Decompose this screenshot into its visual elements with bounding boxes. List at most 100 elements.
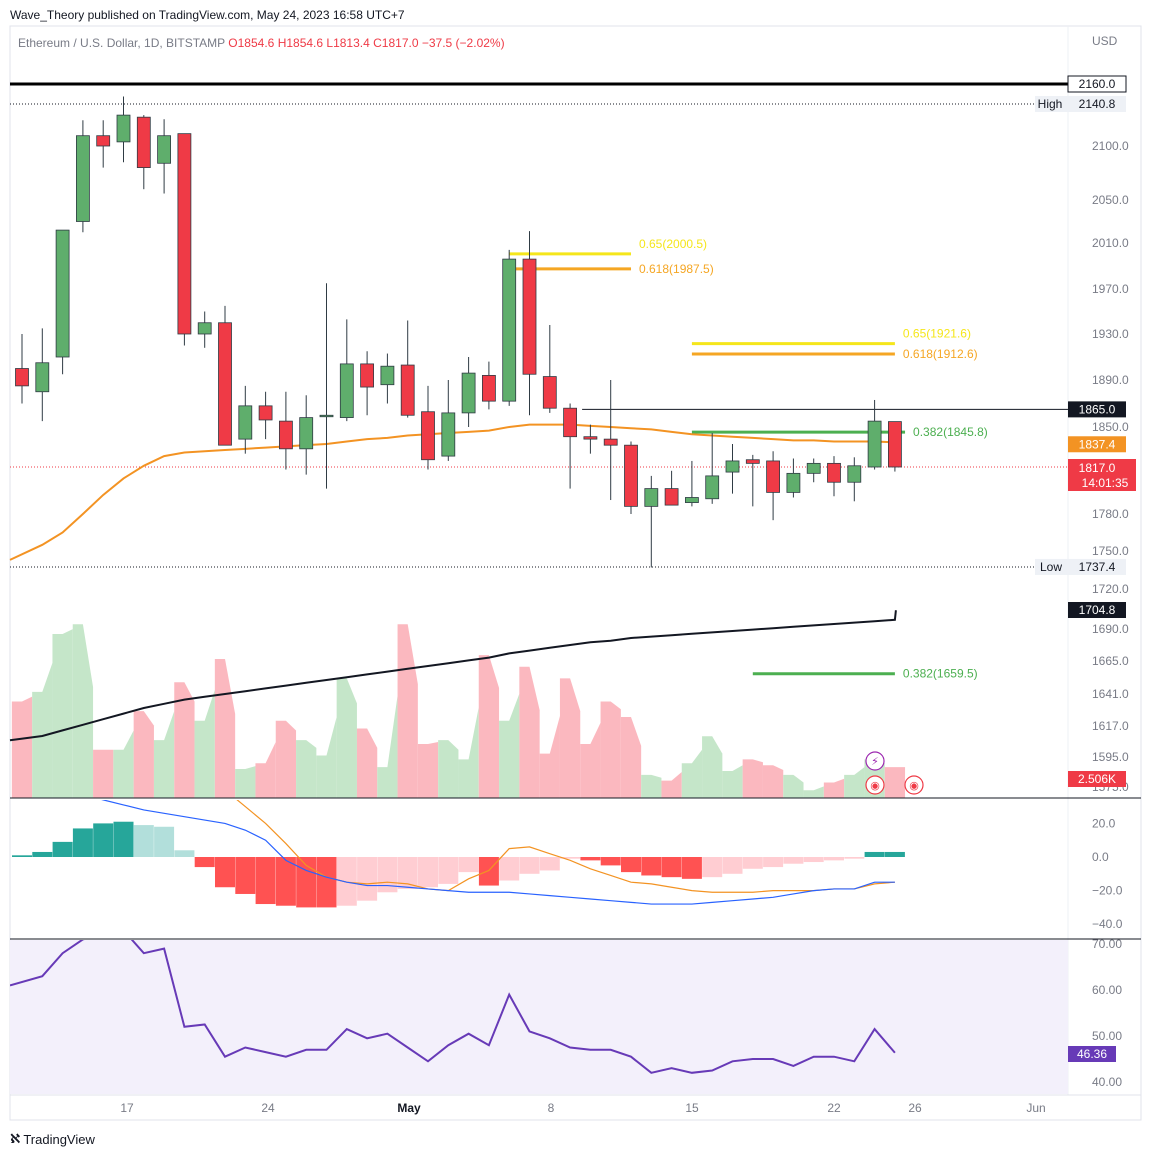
low-tag: Low: [1040, 560, 1062, 574]
macd-pane: 20.0 0.0 −20.0 −40.0: [10, 800, 1141, 940]
candle-up: [35, 362, 50, 393]
symbol-legend: Ethereum / U.S. Dollar, 1D, BITSTAMP O18…: [18, 34, 1118, 50]
fib-level-label: 0.65(2000.5): [639, 237, 707, 251]
macd-histogram-bar: [12, 855, 32, 857]
macd-histogram-bar: [438, 857, 459, 884]
low-tag-box: [1035, 558, 1068, 575]
volume-area: [823, 778, 845, 798]
volume-area: [194, 689, 215, 798]
macd-histogram-bar: [357, 857, 378, 901]
macd-histogram-bar: [519, 857, 540, 874]
legend-value: −37.5 (−2.02%): [422, 36, 505, 50]
volume-area: [214, 659, 236, 798]
macd-histogram-bar: [763, 857, 784, 868]
volume-area: [377, 695, 398, 798]
macd-histogram-bar: [458, 857, 479, 873]
candle-down: [888, 421, 902, 468]
macd-histogram-bar: [621, 857, 641, 873]
volume-area: [702, 736, 723, 798]
candle-down: [278, 420, 293, 450]
time-tick-label: 15: [685, 1101, 699, 1115]
time-tick-label: 22: [827, 1101, 841, 1115]
candle-up: [685, 497, 699, 503]
price-pane: 0.65(2000.5) 0.618(1987.5) 0.65(1921.6) 0.6…: [9, 82, 1141, 799]
candle-up: [461, 372, 476, 414]
label-1865: 1865.0: [1079, 402, 1116, 416]
volume-area: [722, 765, 743, 798]
macd-histogram-bar: [478, 857, 499, 886]
candle-down: [400, 364, 415, 416]
label-ema-box: [1068, 436, 1126, 453]
macd-histogram-bar: [235, 857, 256, 894]
candle-down: [664, 488, 679, 506]
candle-up: [197, 322, 212, 335]
macd-histogram-bar: [377, 857, 398, 893]
legend-text: Ethereum / U.S. Dollar, 1D, BITSTAMP O18…: [18, 36, 505, 50]
volume-area: [316, 716, 337, 798]
lightning-icon: ⚡: [871, 756, 879, 768]
rsi-band: [10, 940, 1068, 1094]
candle-up: [441, 412, 456, 457]
volume-area: [661, 771, 682, 798]
fib-level-label: 0.382(1659.5): [903, 667, 978, 681]
volume-area: [296, 740, 317, 798]
macd-histogram-bar: [418, 857, 438, 888]
legend-value: C1817.0: [373, 36, 419, 50]
candle-down: [766, 460, 780, 493]
price-tick-label: 1617.0: [1092, 719, 1129, 733]
price-tick-label: 1720.0: [1092, 582, 1129, 596]
macd-histogram-bar: [803, 857, 824, 863]
macd-histogram-bar: [539, 857, 560, 871]
time-tick-label: 24: [261, 1101, 275, 1115]
chart-frame: [9, 25, 1142, 1121]
macd-tick-label: 0.0: [1092, 850, 1109, 864]
candle-down: [583, 436, 598, 440]
macd-histogram-bar: [580, 857, 601, 861]
ema-line: [9, 423, 895, 561]
volume-area: [72, 624, 94, 798]
label-2160: 2160.0: [1079, 77, 1116, 91]
volume-area: [336, 678, 357, 798]
candle-down: [421, 411, 435, 461]
volume-area: [153, 711, 175, 798]
macd-histogram-bar: [52, 841, 73, 857]
volume-area: [681, 749, 703, 798]
label-last-box: [1068, 459, 1136, 491]
volume-area: [133, 711, 154, 798]
macd-histogram-bar: [194, 857, 215, 868]
volume-area: [783, 774, 804, 798]
price-tick-label: 2010.0: [1092, 236, 1129, 250]
volume-area: [397, 624, 418, 798]
price-tick-label: 1930.0: [1092, 327, 1129, 341]
volume-area: [32, 662, 53, 798]
lightning-icon-ring: [865, 751, 885, 771]
price-tick-label: 1690.0: [1092, 622, 1129, 636]
candle-down: [96, 135, 111, 147]
volume-area: [438, 740, 459, 798]
time-tick-label: Jun: [1026, 1101, 1045, 1115]
macd-histogram-bar: [215, 857, 235, 888]
volume-area: [742, 759, 763, 798]
price-tick-label: 1595.0: [1092, 750, 1129, 764]
candle-up: [380, 365, 395, 386]
candle-down: [258, 405, 273, 421]
label-1865-box: [1068, 401, 1126, 418]
volume-area: [458, 707, 479, 798]
legend-value: L1813.4: [326, 36, 370, 50]
legend-symbol: Ethereum / U.S. Dollar, 1D, BITSTAMP: [18, 36, 225, 50]
time-tick-label: 17: [120, 1101, 134, 1115]
macd-histogram-bar: [255, 857, 276, 905]
candle-down: [360, 363, 375, 388]
volume-area: [539, 715, 560, 798]
candle-up: [644, 488, 659, 507]
macd-histogram-bar: [174, 850, 195, 857]
volume-area: [600, 701, 621, 798]
macd-histogram-bar: [884, 851, 905, 857]
macd-histogram-bar: [864, 851, 885, 857]
macd-histogram-bar: [681, 857, 702, 879]
macd-histogram-bar: [275, 857, 296, 906]
volume-area: [174, 682, 195, 798]
high-tag: High: [1038, 97, 1063, 111]
price-tick-label: 2050.0: [1092, 193, 1129, 207]
